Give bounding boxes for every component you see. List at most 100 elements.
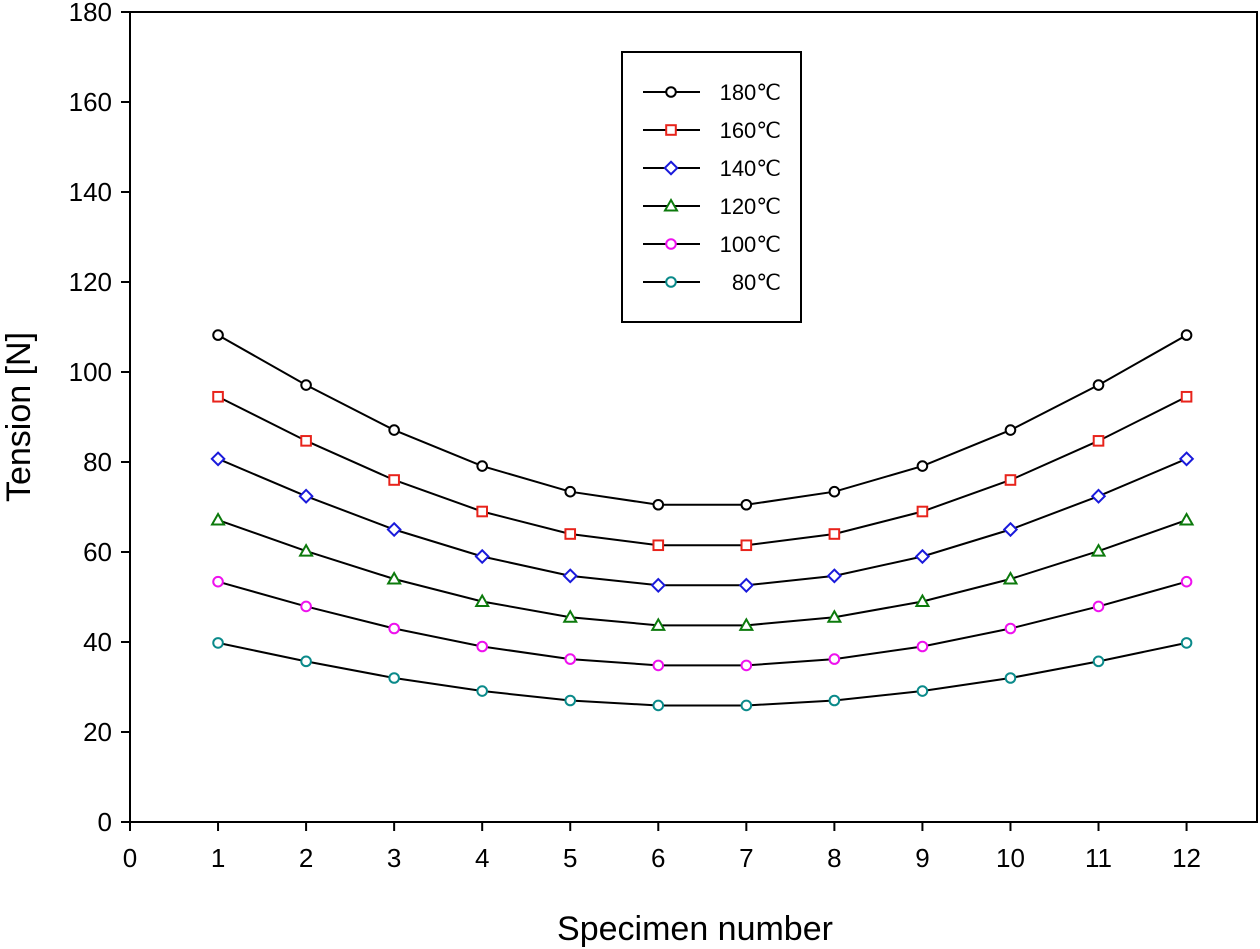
legend-item: 80℃	[643, 270, 781, 295]
x-tick-label: 2	[299, 843, 313, 873]
data-point-circle	[564, 694, 577, 707]
x-tick-label: 8	[827, 843, 841, 873]
data-point-triangle	[650, 617, 667, 631]
data-point-square	[1092, 435, 1105, 447]
data-point-circle	[1092, 600, 1105, 613]
data-point-square	[665, 124, 677, 136]
data-point-square	[828, 528, 841, 540]
series-line	[217, 334, 1188, 506]
series-line	[217, 580, 1187, 667]
data-point-diamond	[1178, 451, 1195, 467]
data-point-circle	[300, 600, 312, 613]
data-point-circle	[564, 653, 577, 665]
data-point-circle	[665, 238, 677, 250]
data-point-circle	[828, 653, 841, 665]
data-point-circle	[1180, 575, 1193, 588]
y-axis-title: Tension [N]	[0, 332, 38, 502]
data-point-circle	[1092, 655, 1105, 668]
data-point-triangle	[298, 543, 314, 557]
data-point-circle	[476, 640, 488, 653]
series-0	[212, 329, 1193, 511]
data-point-square	[916, 505, 929, 518]
data-point-square	[476, 505, 488, 518]
series-line	[217, 641, 1187, 707]
data-point-circle	[1180, 329, 1193, 341]
data-point-square	[740, 539, 753, 552]
data-point-square	[1004, 474, 1017, 486]
data-point-diamond	[386, 521, 402, 538]
data-point-circle	[1092, 379, 1105, 391]
data-point-diamond	[562, 568, 578, 584]
data-point-triangle	[663, 197, 679, 212]
data-point-circle	[212, 575, 224, 588]
data-point-circle	[916, 460, 929, 472]
data-point-square	[564, 528, 577, 540]
legend-item: 160℃	[643, 118, 781, 143]
data-point-diamond	[1002, 521, 1019, 538]
data-point-circle	[1004, 424, 1017, 436]
x-axis-title: Specimen number	[557, 910, 833, 948]
data-point-diamond	[650, 577, 666, 593]
data-point-circle	[300, 655, 312, 668]
data-point-circle	[212, 329, 224, 341]
data-point-circle	[476, 685, 488, 697]
data-point-circle	[1004, 622, 1017, 635]
x-tick-label: 6	[651, 843, 665, 873]
data-point-square	[300, 435, 312, 447]
legend-label: 180℃	[720, 80, 781, 105]
series-4	[212, 575, 1193, 672]
legend: 180℃ 160℃ 140℃ 120℃ 100℃ 80℃	[621, 51, 802, 323]
data-point-circle	[388, 622, 400, 635]
data-point-circle	[652, 659, 665, 672]
data-point-triangle	[210, 512, 226, 526]
data-point-circle	[476, 460, 488, 472]
x-tick-label: 11	[1085, 843, 1112, 873]
legend-label: 160℃	[720, 118, 781, 143]
data-point-square	[388, 474, 400, 486]
data-point-diamond	[738, 577, 754, 593]
data-point-triangle	[738, 617, 755, 631]
x-tick-label: 4	[475, 843, 489, 873]
series-line	[217, 457, 1187, 587]
data-point-diamond	[1090, 488, 1107, 504]
x-tick-label: 9	[915, 843, 929, 873]
x-tick-label: 12	[1172, 843, 1201, 873]
y-tick-label: 60	[83, 537, 112, 567]
series-3	[210, 512, 1195, 631]
legend-box	[621, 51, 802, 323]
data-point-circle	[1180, 637, 1193, 649]
legend-item: 180℃	[643, 80, 781, 105]
data-point-circle	[828, 485, 841, 498]
data-point-triangle	[826, 609, 843, 623]
plot-frame	[129, 11, 1258, 823]
series-5	[212, 637, 1193, 712]
data-point-circle	[916, 640, 929, 653]
y-tick-label: 120	[69, 267, 112, 297]
series-layer	[210, 329, 1195, 712]
data-point-diamond	[474, 548, 490, 565]
data-point-diamond	[210, 451, 226, 467]
data-point-circle	[740, 699, 753, 712]
data-point-triangle	[386, 570, 402, 585]
data-point-circle	[388, 424, 400, 436]
data-point-diamond	[826, 568, 843, 584]
legend-item: 100℃	[643, 232, 781, 257]
data-point-circle	[740, 659, 753, 672]
data-point-circle	[388, 672, 400, 684]
data-point-diamond	[914, 548, 931, 565]
data-point-triangle	[1002, 570, 1019, 585]
legend-label: 80℃	[732, 270, 781, 295]
data-point-circle	[665, 86, 677, 98]
data-point-circle	[652, 699, 665, 712]
legend-label: 100℃	[720, 232, 781, 257]
data-point-triangle	[914, 593, 931, 607]
x-tick-label: 3	[387, 843, 401, 873]
data-point-triangle	[1178, 512, 1195, 526]
data-point-circle	[828, 694, 841, 707]
y-tick-label: 100	[69, 357, 112, 387]
data-point-circle	[212, 637, 224, 649]
data-point-circle	[300, 379, 312, 391]
data-point-square	[1180, 390, 1193, 403]
